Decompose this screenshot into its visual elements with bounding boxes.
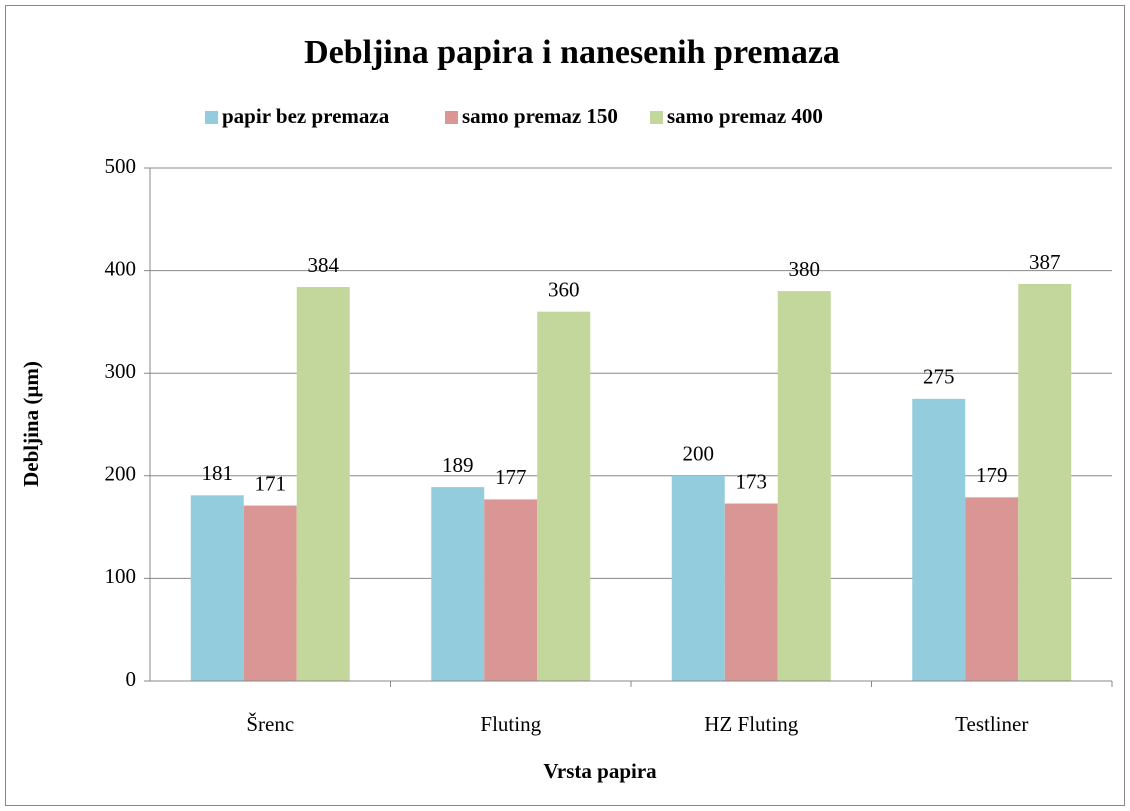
legend-label: samo premaz 400 bbox=[667, 104, 823, 128]
data-label: 173 bbox=[736, 469, 768, 493]
legend-label: samo premaz 150 bbox=[462, 104, 618, 128]
y-tick-label: 300 bbox=[105, 359, 137, 383]
data-label: 275 bbox=[923, 365, 955, 389]
data-label: 200 bbox=[683, 442, 715, 466]
data-label: 387 bbox=[1029, 250, 1061, 274]
x-tick-label: Fluting bbox=[480, 712, 541, 736]
data-label: 380 bbox=[789, 257, 821, 281]
bar bbox=[537, 311, 591, 681]
bar bbox=[296, 287, 350, 681]
data-label: 384 bbox=[308, 253, 340, 277]
legend-swatch bbox=[650, 111, 663, 124]
data-label: 179 bbox=[976, 463, 1008, 487]
bar bbox=[431, 487, 485, 681]
legend-label: papir bez premaza bbox=[222, 104, 390, 128]
x-tick-label: Testliner bbox=[955, 712, 1028, 736]
bar bbox=[724, 503, 778, 681]
data-label: 177 bbox=[495, 465, 527, 489]
bar bbox=[965, 497, 1019, 681]
data-label: 360 bbox=[548, 277, 580, 301]
y-tick-label: 100 bbox=[105, 564, 137, 588]
bar bbox=[671, 475, 725, 681]
legend-swatch bbox=[205, 111, 218, 124]
legend-swatch bbox=[445, 111, 458, 124]
x-tick-label: Šrenc bbox=[246, 712, 294, 736]
bar bbox=[484, 499, 538, 681]
y-tick-label: 400 bbox=[105, 256, 137, 280]
data-label: 171 bbox=[255, 471, 287, 495]
bar bbox=[1018, 283, 1072, 681]
x-axis-title: Vrsta papira bbox=[543, 759, 657, 783]
bar bbox=[243, 505, 297, 681]
bar bbox=[190, 495, 244, 681]
data-label: 181 bbox=[202, 461, 234, 485]
bar bbox=[777, 291, 831, 681]
x-tick-label: HZ Fluting bbox=[704, 712, 798, 736]
y-tick-label: 500 bbox=[105, 154, 137, 178]
data-label: 189 bbox=[442, 453, 474, 477]
y-axis-title: Debljina (µm) bbox=[19, 361, 43, 487]
y-tick-label: 0 bbox=[126, 667, 137, 691]
chart-title: Debljina papira i nanesenih premaza bbox=[304, 34, 840, 71]
bar bbox=[912, 398, 966, 681]
y-tick-label: 200 bbox=[105, 462, 137, 486]
